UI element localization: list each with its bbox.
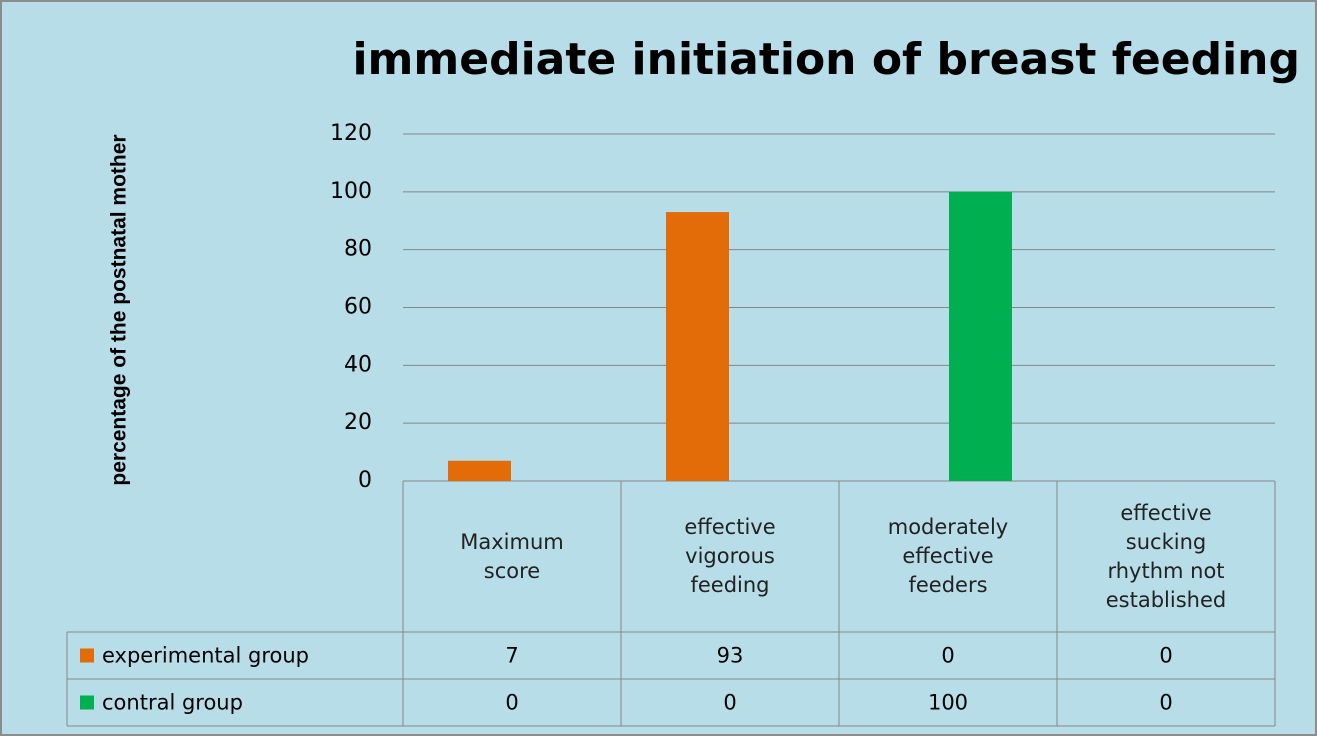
y-tick-label: 0	[358, 468, 372, 493]
bar	[666, 212, 729, 481]
table-value: 0	[941, 644, 954, 668]
category-cell: effective vigorous feeding	[684, 515, 776, 597]
bar	[949, 191, 1012, 482]
category-cell: Maximum score	[460, 529, 564, 583]
table-value: 7	[505, 644, 518, 668]
legend-label: contral group	[102, 691, 243, 715]
x-tick-label: Maximum score	[460, 529, 564, 583]
table-value: 100	[928, 691, 968, 715]
legend-swatch	[80, 648, 94, 663]
bar	[448, 460, 511, 481]
table-value: 0	[723, 691, 736, 715]
chart-title: immediate initiation of breast feeding	[352, 34, 1300, 85]
x-tick-label: moderately effective feeders	[887, 515, 1009, 597]
y-axis-label: percentage of the postnatal mother	[108, 134, 131, 485]
x-tick-label: effective vigorous feeding	[684, 515, 776, 597]
x-tick-label: effective sucking rhythm not established	[1105, 500, 1227, 612]
table-value: 0	[1159, 644, 1172, 668]
y-tick-label: 80	[344, 237, 372, 262]
category-cell: moderately effective feeders	[887, 515, 1009, 597]
y-tick-label: 20	[344, 410, 372, 435]
category-cell: effective sucking rhythm not established	[1105, 500, 1227, 612]
y-tick-label: 120	[330, 121, 372, 146]
table-value: 0	[1159, 691, 1172, 715]
table-value: 93	[717, 644, 744, 668]
legend-label: experimental group	[102, 644, 309, 668]
legend-swatch	[80, 695, 94, 710]
y-tick-label: 40	[344, 352, 372, 377]
y-tick-label: 60	[344, 295, 372, 320]
table-value: 0	[505, 691, 518, 715]
y-tick-label: 100	[330, 179, 372, 204]
